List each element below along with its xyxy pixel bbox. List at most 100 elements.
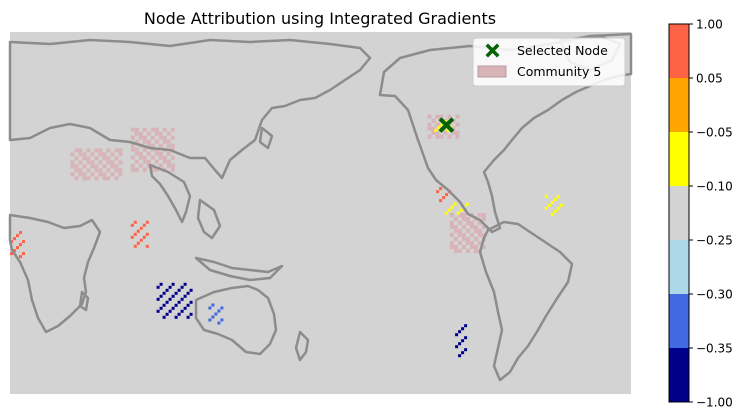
community-cell (98, 168, 103, 173)
community-cell (70, 160, 75, 165)
community-cell (78, 160, 83, 165)
community-cell (427, 134, 432, 139)
attribution-cell (177, 300, 181, 304)
community-cell (146, 159, 151, 164)
community-cell (78, 172, 83, 177)
attribution-cell (214, 312, 218, 316)
community-cell (154, 159, 159, 164)
attribution-cell (189, 288, 193, 292)
attribution-cell (553, 197, 557, 201)
community-cell (453, 237, 458, 241)
attribution-cell (145, 232, 149, 236)
community-cell (74, 164, 79, 169)
community-cell (158, 135, 163, 140)
community-cell (78, 152, 83, 157)
attribution-cell (139, 226, 143, 230)
community-cell (481, 245, 486, 249)
community-cell (439, 134, 444, 139)
attribution-cell (189, 312, 193, 316)
community-cell (465, 241, 470, 245)
attribution-cell (130, 235, 134, 239)
community-cell (130, 163, 135, 168)
community-cell (457, 249, 462, 253)
colorbar-frame (668, 23, 690, 403)
attribution-cell (171, 282, 175, 286)
community-cell (134, 151, 139, 156)
attribution-cell (183, 282, 187, 286)
community-cell (110, 160, 115, 165)
colorbar-tick-label: −0.30 (696, 288, 733, 302)
attribution-cell (142, 223, 146, 227)
community-cell (457, 229, 462, 233)
community-cell (477, 229, 482, 233)
community-cell (447, 114, 452, 119)
community-cell (481, 213, 486, 217)
community-cell (138, 155, 143, 160)
attribution-cell (180, 309, 184, 313)
colorbar-bin (669, 240, 689, 295)
attribution-cell (19, 243, 22, 247)
colorbar-tick-label: −1.00 (696, 396, 733, 410)
legend-frame (472, 37, 626, 87)
community-cell (86, 176, 91, 181)
map-panel (8, 32, 633, 394)
attribution-cell (142, 235, 146, 239)
attribution-cell (455, 345, 459, 349)
community-cell (114, 168, 119, 173)
community-cell (94, 156, 99, 161)
attribution-cell (461, 339, 465, 343)
attribution-cell (159, 306, 163, 310)
attribution-cell (544, 194, 548, 198)
attribution-cell (174, 303, 178, 307)
colorbar-bin (669, 294, 689, 349)
community-cell (154, 151, 159, 156)
attribution-cell (211, 315, 215, 319)
colorbar-bin (669, 186, 689, 241)
community-cell (427, 122, 432, 127)
community-cell (170, 163, 175, 168)
community-cell (98, 160, 103, 165)
attribution-cell (133, 244, 137, 248)
community-cell (78, 148, 83, 153)
community-cell (465, 221, 470, 225)
attribution-cell (183, 306, 187, 310)
coastline-africa (8, 213, 102, 334)
community-cell (154, 139, 159, 144)
community-cell (118, 152, 123, 157)
community-cell (90, 152, 95, 157)
community-cell (118, 172, 123, 177)
community-cell (142, 139, 147, 144)
legend-community-label: Community 5 (517, 64, 601, 79)
attribution-cell (19, 231, 22, 235)
community-cell (453, 217, 458, 221)
community-cell (130, 155, 135, 160)
attribution-cell (439, 187, 443, 191)
community-cell (166, 151, 171, 156)
colorbar-bin (669, 348, 689, 403)
attribution-cell (550, 212, 554, 216)
community-cell (481, 225, 486, 229)
community-cell (146, 163, 151, 168)
attribution-cell (165, 300, 169, 304)
coastline-eurasia (8, 38, 372, 180)
coastline-new-zealand (294, 330, 310, 362)
attribution-cell (171, 294, 175, 298)
community-cell (114, 176, 119, 181)
community-cell (102, 176, 107, 181)
attribution-cell (133, 232, 137, 236)
attribution-cell (168, 285, 172, 289)
community-cell (449, 213, 454, 217)
community-cell (114, 156, 119, 161)
community-cell (166, 139, 171, 144)
community-cell (82, 176, 87, 181)
attribution-cell (458, 354, 462, 358)
legend: Selected Node Community 5 (472, 37, 626, 87)
attribution-cell (139, 238, 143, 242)
attribution-cell (177, 288, 181, 292)
attribution-cell (464, 336, 468, 340)
attribution-cell (556, 194, 560, 198)
community-cell (142, 127, 147, 132)
attribution-cell (162, 291, 166, 295)
community-cell (457, 233, 462, 237)
